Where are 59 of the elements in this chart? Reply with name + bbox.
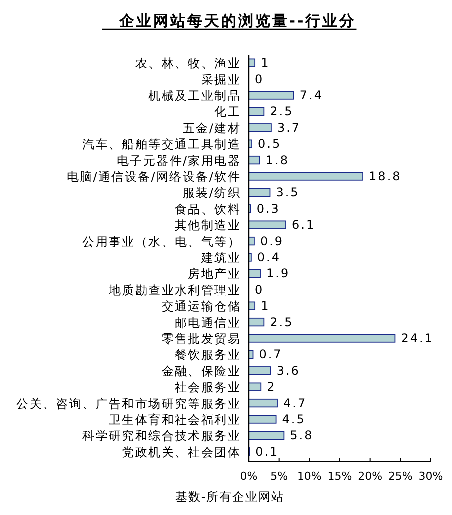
y-tick-label: 地质勘查业水利管理业 — [108, 283, 241, 298]
data-label: 18.8 — [369, 170, 402, 184]
y-tick-label: 农、林、牧、渔业 — [135, 56, 241, 71]
data-label: 0.5 — [258, 137, 282, 152]
y-tick-label: 采掘业 — [201, 72, 241, 87]
y-tick-label: 化工 — [214, 105, 241, 120]
x-tick-label: 20% — [358, 470, 383, 483]
x-tick-label: 5% — [270, 470, 288, 483]
y-tick-label: 社会服务业 — [175, 380, 241, 395]
data-label: 1.9 — [266, 266, 290, 281]
data-label: 3.6 — [276, 364, 300, 378]
data-label: 4.5 — [282, 412, 306, 426]
y-tick-label: 房地产业 — [188, 267, 241, 282]
data-label: 2 — [267, 380, 276, 394]
data-label: 1 — [261, 299, 270, 314]
y-tick-label: 电脑/通信设备/网络设备/软件 — [66, 170, 241, 184]
data-label: 0.7 — [259, 348, 283, 362]
y-tick-label: 食品、饮料 — [175, 202, 241, 216]
y-tick-label: 餐饮服务业 — [175, 348, 241, 362]
y-tick-label: 公关、咨询、广告和市场研究等服务业 — [16, 396, 241, 411]
data-label: 1 — [261, 56, 270, 70]
y-tick-label: 电子元器件/家用电器 — [116, 154, 241, 168]
y-tick-label: 汽车、船舶等交通工具制造 — [82, 138, 241, 152]
x-tick-label: 30% — [418, 470, 444, 483]
data-label: 1.8 — [266, 153, 290, 168]
x-tick-label: 10% — [297, 470, 322, 483]
data-label: 0.3 — [256, 202, 280, 216]
data-label: 0.1 — [256, 444, 280, 459]
y-tick-label: 科学研究和综合技术服务业 — [82, 429, 241, 444]
data-label: 4.7 — [284, 396, 308, 410]
y-tick-label: 机械及工业制品 — [148, 89, 241, 103]
data-label: 3.5 — [276, 186, 300, 200]
data-label: 24.1 — [401, 332, 434, 346]
y-tick-label: 其他制造业 — [175, 218, 241, 233]
y-tick-label: 邮电通信业 — [175, 316, 241, 330]
y-tick-label: 党政机关、社会团体 — [122, 445, 241, 460]
y-tick-label: 金融、保险业 — [162, 364, 241, 378]
data-label: 0 — [255, 282, 264, 297]
y-tick-label: 五金/建材 — [182, 121, 241, 136]
y-tick-label: 零售批发贸易 — [162, 332, 241, 346]
y-tick-label: 服装/纺织 — [182, 186, 241, 200]
data-label: 2.5 — [270, 315, 294, 330]
data-label: 7.4 — [300, 88, 324, 102]
y-tick-label: 建筑业 — [200, 251, 241, 265]
data-label: 5.8 — [290, 428, 314, 443]
data-label: 2.5 — [270, 104, 294, 119]
data-label: 3.7 — [277, 120, 302, 135]
text: 基数-所有企业网站 — [175, 490, 285, 504]
y-tick-label: 公用事业（水、电、气等） — [82, 234, 241, 249]
y-tick-label: 卫生体育和社会福利业 — [109, 413, 241, 427]
x-tick-label: 25% — [388, 470, 413, 483]
chart-title: 企业网站每天的浏览量--行业分 — [118, 12, 357, 30]
x-tick-label: 0% — [240, 470, 258, 483]
data-label: 6.1 — [292, 218, 316, 232]
x-tick-label: 15% — [328, 470, 352, 483]
data-label: 0 — [255, 72, 264, 86]
data-label: 0.9 — [260, 234, 284, 248]
y-tick-label: 交通运输仓储 — [162, 300, 241, 314]
data-label: 0.4 — [257, 250, 282, 264]
